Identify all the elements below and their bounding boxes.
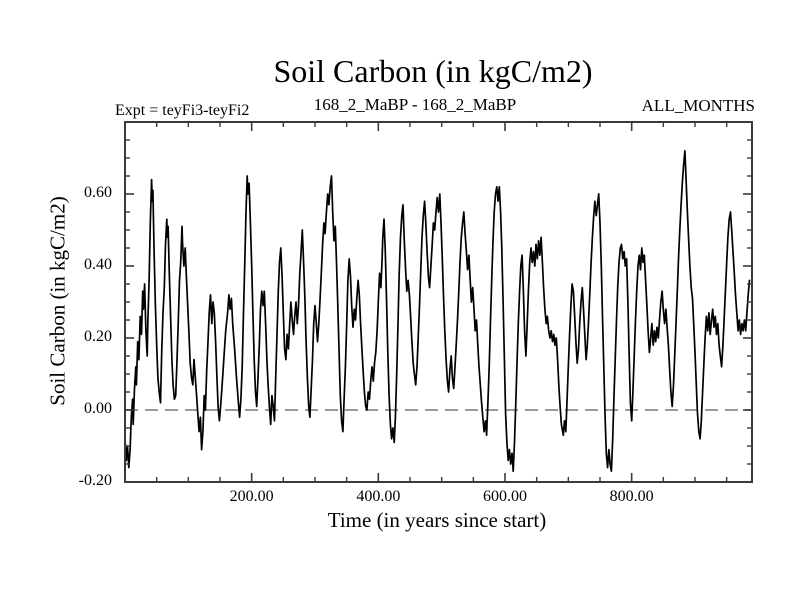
- x-tick-label: 400.00: [356, 488, 401, 505]
- y-tick-label: 0.00: [84, 400, 112, 417]
- series-line: [124, 149, 751, 473]
- plot-border: [124, 121, 753, 483]
- y-axis-title: Soil Carbon (in kgC/m2): [45, 196, 70, 406]
- header-dataset-label: 168_2_MaBP - 168_2_MaBP: [313, 95, 517, 114]
- y-tick-label: 0.20: [84, 328, 112, 345]
- x-tick-label: 800.00: [609, 488, 654, 505]
- header-experiment-label: Expt = teyFi3-teyFi2: [115, 102, 250, 119]
- x-tick-label: 600.00: [483, 488, 527, 505]
- y-tick-label: -0.20: [78, 472, 112, 489]
- y-tick-label: 0.60: [84, 184, 112, 201]
- y-tick-label: 0.40: [84, 256, 112, 273]
- header-months-label: ALL_MONTHS: [641, 96, 755, 115]
- x-axis-title: Time (in years since start): [327, 508, 547, 532]
- chart-title: Soil Carbon (in kgC/m2): [273, 53, 593, 89]
- x-tick-label: 200.00: [229, 488, 274, 505]
